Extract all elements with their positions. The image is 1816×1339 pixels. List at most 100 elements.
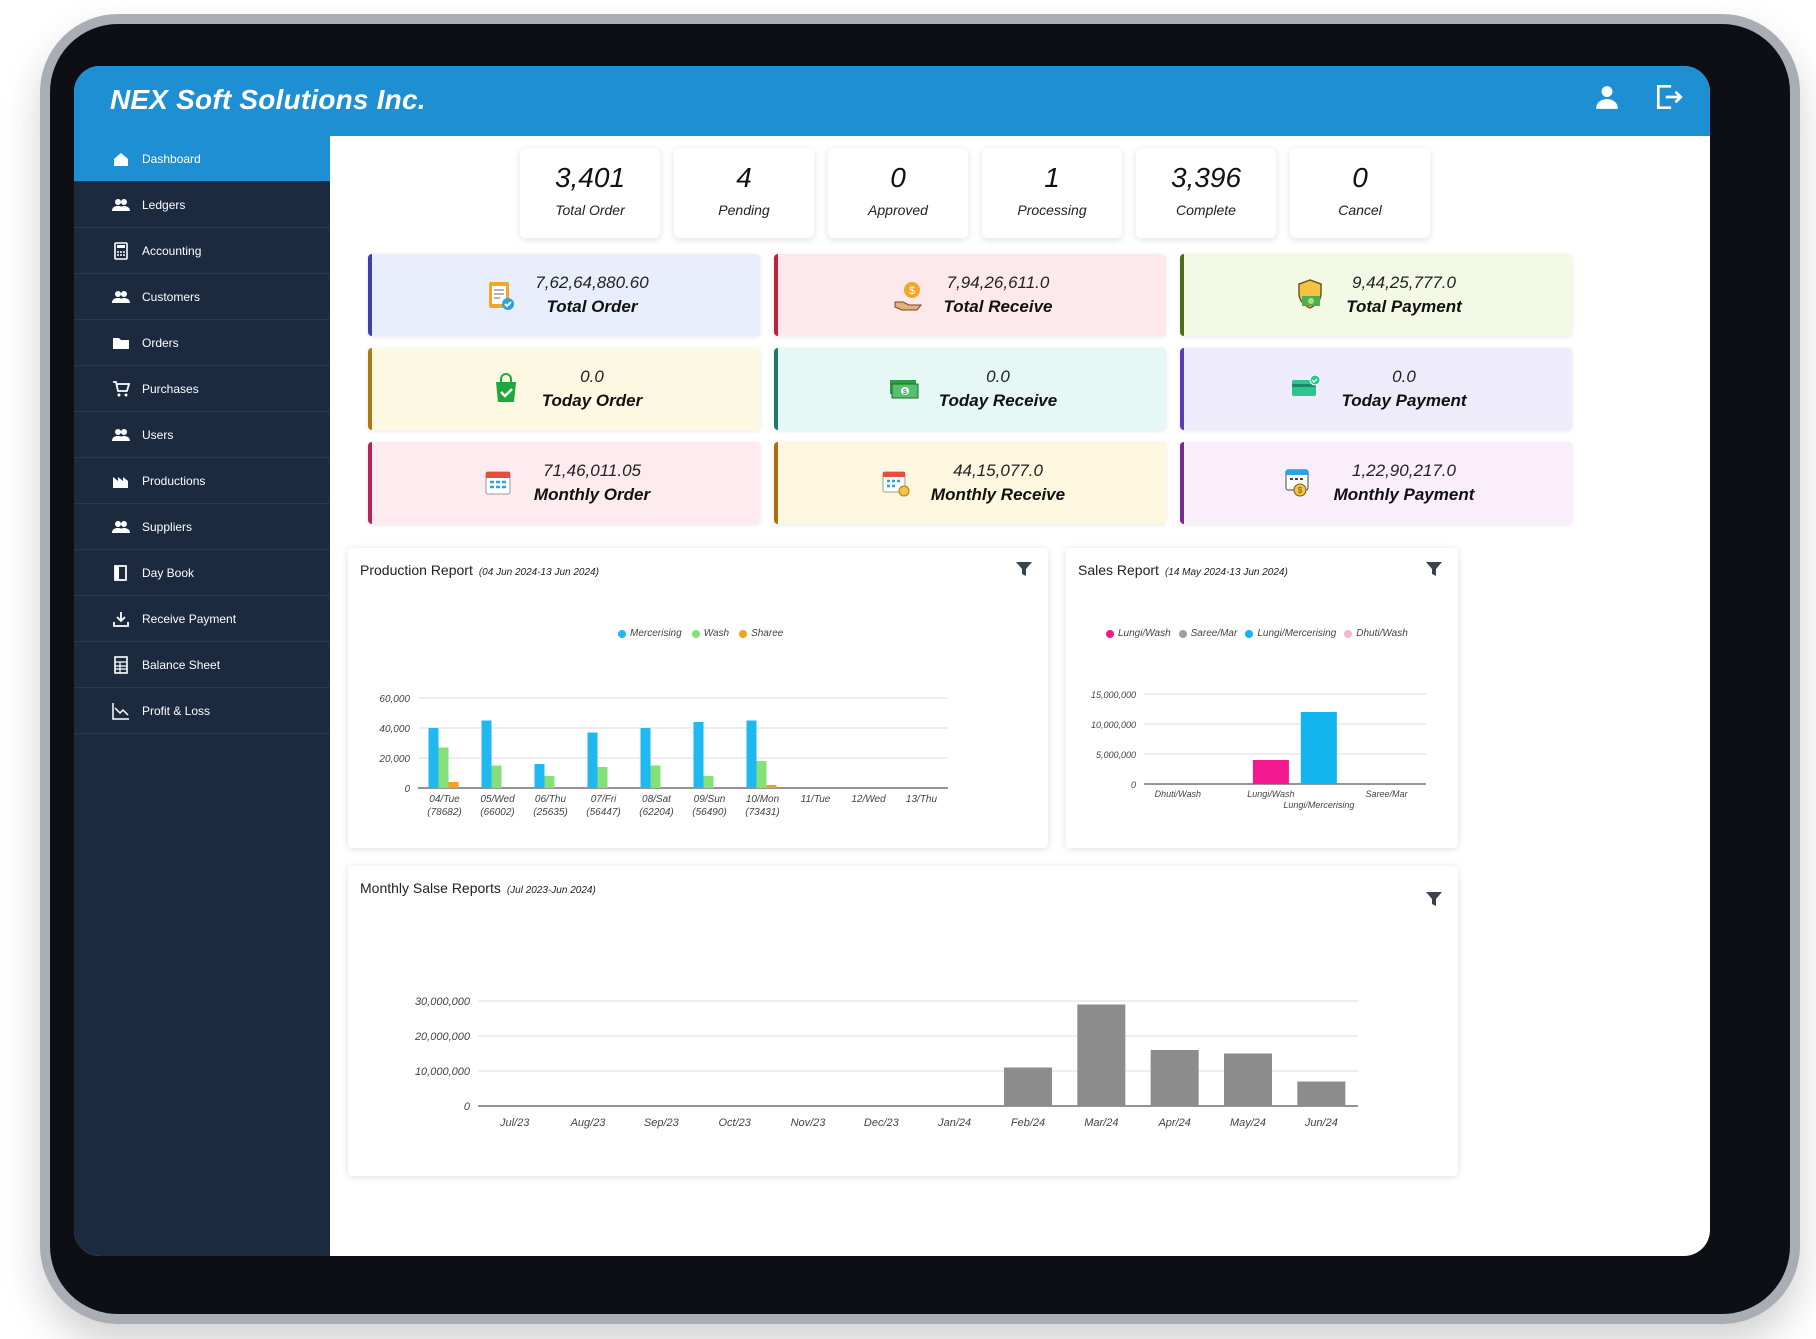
card-total-payment[interactable]: 9,44,25,777.0 Total Payment: [1180, 254, 1572, 336]
legend-item-saree-mar[interactable]: Saree/Mar: [1178, 628, 1237, 639]
svg-text:$: $: [1297, 486, 1302, 495]
card-monthly-receive[interactable]: 44,15,077.0 Monthly Receive: [774, 442, 1166, 524]
bar-mercerising-04-tue[interactable]: [428, 728, 439, 788]
sidebar-item-balance-sheet[interactable]: Balance Sheet: [74, 642, 330, 688]
y-tick-label: 0: [404, 784, 410, 795]
bar-wash-08-sat[interactable]: [650, 765, 661, 789]
legend-item-lungi-mercerising[interactable]: Lungi/Mercerising: [1245, 628, 1336, 639]
sidebar-item-accounting[interactable]: Accounting: [74, 228, 330, 274]
stat-value: 0: [1352, 162, 1368, 193]
card-monthly-payment[interactable]: $1,22,90,217.0 Monthly Payment: [1180, 442, 1572, 524]
filter-icon[interactable]: [1016, 562, 1032, 576]
sidebar-item-day-book[interactable]: Day Book: [74, 550, 330, 596]
x-tick-label: Lungi/Wash: [1247, 789, 1294, 799]
sidebar-item-suppliers[interactable]: Suppliers: [74, 504, 330, 550]
sidebar-item-label: Suppliers: [142, 519, 193, 534]
y-tick-label: 10,000,000: [415, 1066, 471, 1078]
card-label: Today Payment: [1341, 391, 1467, 410]
filter-icon[interactable]: [1426, 562, 1442, 576]
stat-processing[interactable]: 1 Processing: [982, 148, 1122, 238]
stat-value: 3,396: [1170, 162, 1242, 193]
bar-wash-07-fri[interactable]: [597, 767, 608, 788]
sidebar-item-productions[interactable]: Productions: [74, 458, 330, 504]
card-amount: 71,46,011.05: [542, 461, 641, 480]
legend-item-lungi-wash[interactable]: Lungi/Wash: [1106, 628, 1171, 639]
legend-item-wash[interactable]: Wash: [691, 628, 729, 639]
sidebar-item-ledgers[interactable]: Ledgers: [74, 182, 330, 228]
bar-mercerising-10-mon[interactable]: [746, 720, 757, 789]
card-total-order[interactable]: 7,62,64,880.60 Total Order: [368, 254, 760, 336]
bar-apr-24[interactable]: [1150, 1050, 1199, 1106]
stat-label: Approved: [868, 202, 928, 218]
factory-icon: [113, 476, 128, 488]
legend-item-dhuti-wash[interactable]: Dhuti/Wash: [1344, 628, 1408, 639]
sidebar-item-customers[interactable]: Customers: [74, 274, 330, 320]
monthly-sales-chart: 0 10,000,000 20,000,000 30,000,000 Jul/23 Aug…: [414, 996, 1358, 1129]
card-today-payment[interactable]: 0.0 Today Payment: [1180, 348, 1572, 430]
x-tick-sublabel: (56490): [692, 807, 726, 818]
bar-lungi-wash[interactable]: [1252, 760, 1289, 784]
card-total-receive[interactable]: $7,94,26,611.0 Total Receive: [774, 254, 1166, 336]
book-icon: [114, 564, 127, 581]
stat-value: 1: [1044, 162, 1060, 193]
logout-icon[interactable]: [1652, 80, 1686, 114]
card-amount: 7,62,64,880.60: [535, 273, 649, 292]
production-report-title: Production Report (04 Jun 2024-13 Jun 202…: [360, 562, 599, 578]
shield-money-icon: [1298, 279, 1322, 309]
bar-mercerising-05-wed[interactable]: [481, 720, 492, 789]
bar-lungi-mercerising[interactable]: [1300, 712, 1337, 784]
legend-swatch: [739, 629, 748, 638]
bar-sharee-04-tue[interactable]: [448, 782, 459, 788]
bar-wash-04-tue[interactable]: [438, 747, 449, 789]
card-label: Total Order: [546, 297, 638, 316]
stat-label: Cancel: [1338, 202, 1382, 218]
sidebar-item-orders[interactable]: Orders: [74, 320, 330, 366]
card-today-receive[interactable]: $0.0 Today Receive: [774, 348, 1166, 430]
x-tick-sublabel: (73431): [745, 807, 779, 818]
y-tick-label: 5,000,000: [1096, 750, 1136, 760]
card-today-order[interactable]: 0.0 Today Order: [368, 348, 760, 430]
y-tick-label: 0: [1131, 780, 1136, 790]
bar-mar-24[interactable]: [1077, 1004, 1126, 1107]
sidebar-item-label: Balance Sheet: [142, 657, 221, 672]
bar-may-24[interactable]: [1224, 1053, 1272, 1107]
user-icon[interactable]: [1590, 80, 1624, 114]
bar-mercerising-07-fri[interactable]: [587, 732, 598, 789]
sidebar-item-dashboard[interactable]: Dashboard: [74, 136, 330, 182]
filter-icon[interactable]: [1426, 892, 1442, 906]
x-tick-label: Oct/23: [718, 1117, 751, 1129]
top-bar: NEX Soft Solutions Inc.: [74, 66, 1710, 136]
legend-item-mercerising[interactable]: Mercerising: [618, 628, 682, 639]
stat-complete[interactable]: 3,396 Complete: [1136, 148, 1276, 238]
card-amount: 44,15,077.0: [953, 461, 1043, 480]
bar-sharee-10-mon[interactable]: [766, 785, 777, 788]
bar-wash-05-wed[interactable]: [491, 765, 502, 789]
stat-approved[interactable]: 0 Approved: [828, 148, 968, 238]
stat-cancel[interactable]: 0 Cancel: [1290, 148, 1430, 238]
bar-wash-09-sun[interactable]: [703, 776, 714, 788]
legend-item-sharee[interactable]: Sharee: [739, 628, 783, 639]
bar-mercerising-09-sun[interactable]: [693, 722, 704, 788]
sidebar-item-purchases[interactable]: Purchases: [74, 366, 330, 412]
bar-mercerising-06-thu[interactable]: [534, 764, 545, 788]
x-tick-label: Feb/24: [1011, 1117, 1045, 1129]
bar-feb-24[interactable]: [1004, 1067, 1052, 1107]
card-monthly-order[interactable]: 71,46,011.05 Monthly Order: [368, 442, 760, 524]
sidebar-item-users[interactable]: Users: [74, 412, 330, 458]
main-content: 3,401 Total Order 4 Pending 0 Approved 1 Proces…: [330, 136, 1710, 1256]
sidebar-item-receive-payment[interactable]: Receive Payment: [74, 596, 330, 642]
app-screen: NEX Soft Solutions Inc. Dashboard Ledgers…: [74, 66, 1710, 1256]
sidebar-item-label: Orders: [142, 335, 179, 350]
sidebar-item-profit-loss[interactable]: Profit & Loss: [74, 688, 330, 734]
brand-title: NEX Soft Solutions Inc.: [110, 84, 426, 115]
bar-wash-10-mon[interactable]: [756, 761, 767, 788]
y-tick-label: 20,000,000: [414, 1031, 471, 1043]
sales-chart: 0 5,000,000 10,000,000 15,000,000 Dhuti/Wash…: [1091, 690, 1426, 810]
stat-total-order[interactable]: 3,401 Total Order: [520, 148, 660, 238]
stat-label: Complete: [1176, 202, 1236, 218]
bar-wash-06-thu[interactable]: [544, 776, 555, 788]
bar-jun-24[interactable]: [1297, 1081, 1346, 1107]
bar-mercerising-08-sat[interactable]: [640, 728, 651, 788]
stat-label: Processing: [1017, 202, 1087, 218]
stat-pending[interactable]: 4 Pending: [674, 148, 814, 238]
